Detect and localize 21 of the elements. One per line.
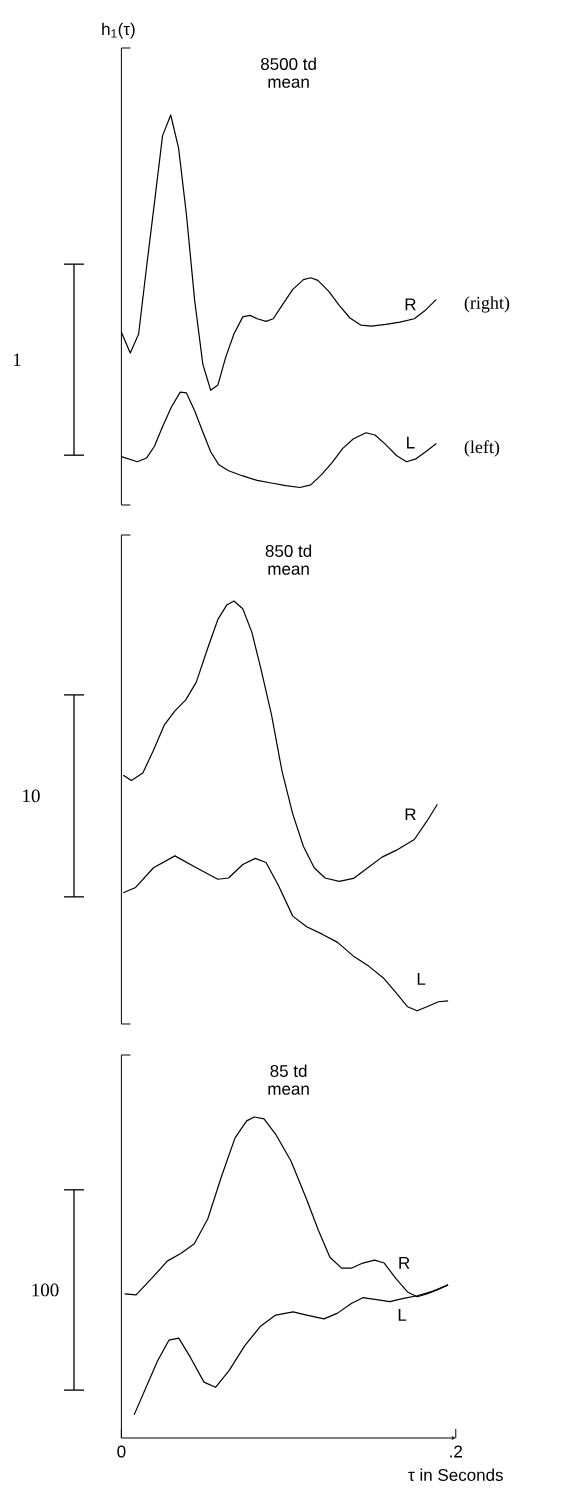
series-label: L <box>417 973 426 985</box>
text: 10 <box>23 789 40 803</box>
x-tick-label: 0 <box>117 1445 126 1458</box>
annotation: (right) <box>464 296 510 313</box>
annotation: (left) <box>464 440 500 457</box>
chart-title: 85 td <box>270 1064 307 1078</box>
series-label: R <box>405 808 416 821</box>
text: 100 <box>32 1283 59 1297</box>
y-axis-title: h$_{1}$(τ) <box>102 22 135 39</box>
chart-subtitle: mean <box>268 565 309 575</box>
chart-subtitle: mean <box>268 1085 309 1095</box>
series-label: L <box>407 436 415 449</box>
series-label: L <box>398 1309 407 1321</box>
x-tick-label: .2 <box>450 1445 463 1458</box>
text: 1 <box>13 353 21 366</box>
series-label: R <box>405 298 416 311</box>
chart-subtitle: mean <box>268 78 309 88</box>
x-axis-title: τ in Seconds <box>408 1468 503 1482</box>
series-label: R <box>399 1257 410 1269</box>
chart-title: 850 td <box>265 544 312 558</box>
chart-title: 8500 td <box>260 57 316 71</box>
